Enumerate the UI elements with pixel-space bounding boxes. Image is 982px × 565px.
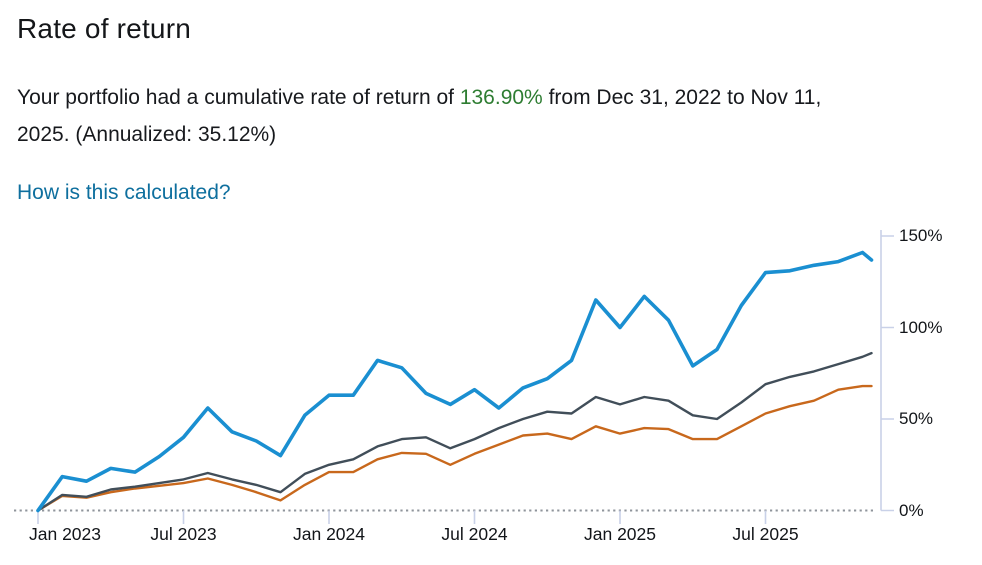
x-axis-label: Jan 2025 bbox=[583, 524, 657, 544]
cumulative-return-value: 136.90% bbox=[459, 86, 543, 109]
x-axis-label: Jan 2024 bbox=[292, 524, 366, 544]
gray-line bbox=[36, 351, 873, 512]
summary-annualized: 2025. (Annualized: 35.12%) bbox=[17, 123, 277, 146]
page-title: Rate of return bbox=[17, 13, 191, 44]
x-axis-label: Jul 2025 bbox=[732, 524, 799, 544]
y-axis-label: 0% bbox=[899, 500, 924, 520]
x-axis-label: Jul 2023 bbox=[150, 524, 217, 544]
chart-axes bbox=[37, 230, 894, 524]
y-axis-label: 50% bbox=[899, 409, 934, 428]
y-axis-label: 150% bbox=[899, 226, 943, 245]
x-axis-label: Jan 2023 bbox=[29, 524, 102, 544]
x-axis-label: Jul 2024 bbox=[441, 524, 508, 544]
how-calculated-link[interactable]: How is this calculated? bbox=[17, 181, 231, 204]
summary-prefix: Your portfolio had a cumulative rate of … bbox=[17, 86, 460, 109]
y-axis-label: 100% bbox=[899, 317, 943, 337]
blue-line bbox=[36, 250, 874, 513]
orange-line bbox=[36, 384, 873, 512]
summary-text: Your portfolio had a cumulative rate of … bbox=[17, 79, 975, 153]
summary-date-range: from Dec 31, 2022 to Nov 11, bbox=[542, 86, 822, 109]
